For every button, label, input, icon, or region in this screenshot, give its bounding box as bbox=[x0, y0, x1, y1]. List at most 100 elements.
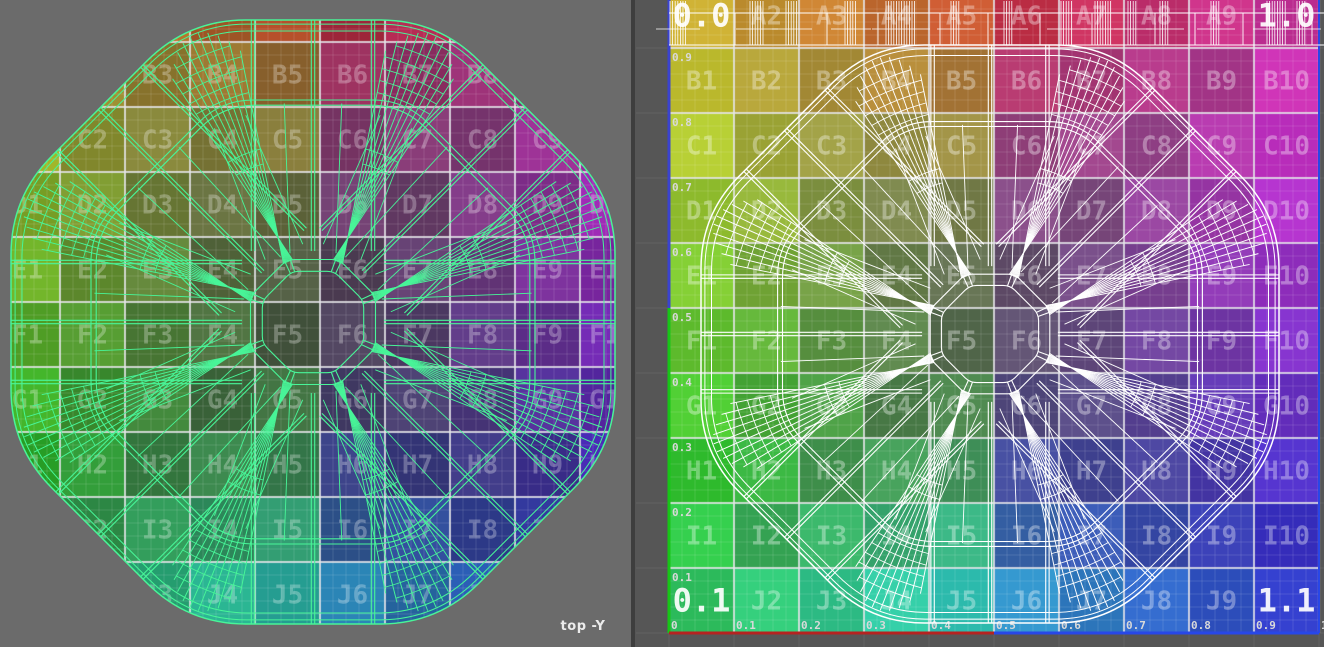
mesh-diagonal-edge bbox=[360, 128, 413, 260]
texture-cell-label: F9 bbox=[532, 321, 563, 351]
mesh-bevel-fan-edge bbox=[43, 343, 253, 458]
mesh-bevel-cross-loop bbox=[36, 185, 60, 240]
mesh-bevel-cross-loop bbox=[377, 529, 431, 552]
mesh-bevel-fan-edge bbox=[713, 358, 934, 436]
texture-cell bbox=[1124, 178, 1189, 243]
texture-cell-label: A5 bbox=[272, 0, 303, 26]
texture-cell-label: E2 bbox=[751, 262, 782, 292]
mesh-bevel-cross-loop bbox=[1053, 102, 1109, 126]
texture-cell-label: D4 bbox=[881, 197, 912, 227]
viewport-axis-label: top -Y bbox=[560, 619, 606, 634]
panel-divider[interactable] bbox=[631, 0, 635, 647]
mesh-outer-boundary bbox=[704, 48, 1276, 620]
mesh-bevel-fan-edge bbox=[374, 181, 557, 303]
texture-cell bbox=[125, 497, 190, 562]
texture-cell bbox=[450, 432, 515, 497]
mesh-bevel-cross-loop bbox=[865, 91, 925, 117]
mesh-diagonal-edge bbox=[360, 384, 413, 516]
mesh-bevel-fan-edge bbox=[333, 383, 453, 580]
uv-axis-u-label: 0.3 bbox=[866, 619, 886, 632]
mesh-diagonal-edge bbox=[283, 390, 291, 541]
texture-cell bbox=[1254, 438, 1319, 503]
mesh-bevel-fan-edge bbox=[207, 32, 288, 263]
mesh-bevel-fan-edge bbox=[1048, 353, 1237, 468]
mesh-bevel-fan-edge bbox=[228, 41, 286, 264]
mesh-bevel-fan-edge bbox=[340, 380, 398, 603]
mesh-bevel-cross-loop bbox=[871, 102, 927, 126]
mesh-bevel-fan-edge bbox=[909, 389, 964, 603]
mesh-diagonal-edge bbox=[106, 254, 236, 313]
uv-texture-tile[interactable]: 0.0 A2 A3 A4 A5 A6 A7 A8 A9 1.0B1 B2 B3 B4 B5 B6 B7 B8 B9… bbox=[667, 0, 1321, 635]
texture-cell-label: D1 bbox=[686, 197, 717, 227]
mesh-bevel-cross-loop bbox=[1069, 576, 1121, 599]
texture-cell-label: I3 bbox=[142, 516, 173, 546]
mesh-grid-edge bbox=[55, 151, 220, 316]
viewport-3d-top[interactable]: 0.0A2A3A4A5A6A7A8A91.0B1B2B3B4B5B6B7B8B9… bbox=[0, 0, 631, 647]
mesh-bevel-fan-edge bbox=[339, 35, 409, 264]
texture-cell bbox=[1189, 113, 1254, 178]
mesh-diagonal-edge bbox=[780, 355, 925, 362]
texture-cell bbox=[929, 568, 994, 633]
mesh-bevel-cross-loop bbox=[865, 551, 925, 577]
texture-cell bbox=[1254, 308, 1319, 373]
uv-axis-u-label: 0.1 bbox=[736, 619, 756, 632]
texture-cell bbox=[1254, 0, 1319, 48]
mesh-diagonal-edge bbox=[1055, 355, 1200, 362]
mesh-wireframe-selected[interactable] bbox=[10, 19, 616, 625]
mesh-bevel-fan-edge bbox=[1049, 199, 1224, 316]
mesh-bevel-fan-edge bbox=[1011, 391, 1115, 602]
texture-cell-label: E10 bbox=[1263, 262, 1310, 292]
mesh-bevel-fan-edge bbox=[177, 52, 292, 262]
mesh-grid-edge bbox=[97, 370, 263, 535]
mesh-bevel-cross-loop bbox=[824, 384, 838, 416]
mesh-bevel-fan-edge bbox=[1047, 357, 1267, 445]
texture-cell-label: C3 bbox=[816, 132, 847, 162]
mesh-diagonal-edge bbox=[1035, 148, 1085, 275]
mesh-grid-edge bbox=[784, 380, 942, 538]
mesh-bevel-cross-loop bbox=[530, 388, 555, 446]
mesh-bevel-fan-edge bbox=[337, 33, 429, 263]
mesh-bevel-fan-edge bbox=[743, 353, 932, 468]
viewport-3d-canvas[interactable]: 0.0A2A3A4A5A6A7A8A91.0B1B2B3B4B5B6B7B8B9… bbox=[0, 0, 631, 647]
uv-axis-u-label: 0.9 bbox=[1256, 619, 1276, 632]
uv-axis-u-label: 0.2 bbox=[801, 619, 821, 632]
mesh-bevel-cross-loop bbox=[540, 191, 567, 254]
mesh-bevel-fan-edge bbox=[730, 361, 935, 405]
texture-cell-label: F5 bbox=[946, 327, 977, 357]
mesh-bevel-fan-edge bbox=[871, 60, 968, 277]
texture-cell-label: I8 bbox=[1141, 522, 1172, 552]
mesh-bevel-fan-edge bbox=[26, 348, 255, 418]
texture-cell bbox=[994, 568, 1059, 633]
mesh-bevel-fan-edge bbox=[373, 191, 593, 300]
texture-cell-label: C5 bbox=[272, 126, 303, 156]
mesh-diagonal-edge bbox=[322, 399, 381, 529]
mesh-diagonal-edge bbox=[245, 399, 304, 529]
texture-cell-label: F2 bbox=[77, 321, 108, 351]
mesh-bevel-fan-edge bbox=[27, 198, 253, 299]
mesh-bevel-cross-loop bbox=[182, 549, 245, 576]
mesh-bevel-fan-edge bbox=[27, 345, 253, 446]
texture-cell-label: H2 bbox=[751, 457, 782, 487]
uv-axis-v-label: 0.4 bbox=[672, 376, 692, 389]
mesh-bevel-cross-loop bbox=[266, 217, 275, 222]
texture-cell-label: A7 bbox=[1076, 2, 1107, 32]
mesh-bevel-fan-edge bbox=[182, 42, 291, 262]
texture-cell-label: C4 bbox=[207, 126, 238, 156]
uv-editor-viewport[interactable]: 0.0 A2 A3 A4 A5 A6 A7 A8 A9 1.0 B1 B2 B3 B4 B5 B6 B7 B8 B9… bbox=[635, 0, 1324, 647]
texture-cell bbox=[1124, 113, 1189, 178]
texture-cell-label: H4 bbox=[881, 457, 912, 487]
texture-cell bbox=[669, 503, 734, 568]
texture-cell-label: G9 bbox=[1206, 392, 1237, 422]
texture-cell-label: C8 bbox=[1141, 132, 1172, 162]
mesh-bevel-cross-loop bbox=[1198, 397, 1222, 453]
uv-shell-top-face[interactable] bbox=[700, 44, 1280, 624]
mesh-bevel-fan-edge bbox=[1049, 352, 1224, 469]
uv-axis-u-label: 0.8 bbox=[1191, 619, 1211, 632]
mesh-bevel-fan-edge bbox=[207, 381, 288, 612]
mesh-bevel-fan-edge bbox=[713, 232, 934, 310]
uv-editor-canvas[interactable]: 0.0 A2 A3 A4 A5 A6 A7 A8 A9 1.0B1 B2 B3 B4 B5 B6 B7 B8 B9… bbox=[635, 0, 1324, 647]
mesh-bevel-fan-edge bbox=[197, 381, 289, 611]
mesh-bevel-fan-edge bbox=[239, 50, 284, 265]
mesh-bevel-cross-loop bbox=[1086, 371, 1091, 379]
mesh-bevel-cross-loop bbox=[566, 185, 590, 240]
